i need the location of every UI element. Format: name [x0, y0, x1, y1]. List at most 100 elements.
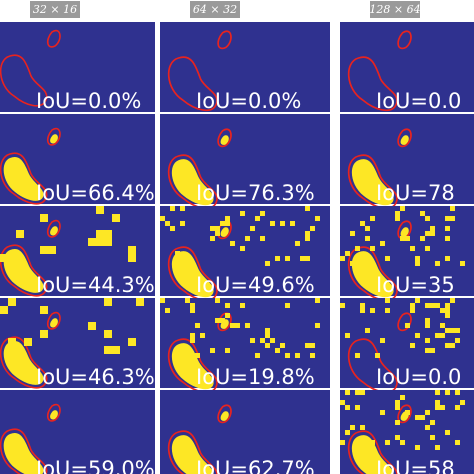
- noise-pixel: [420, 236, 425, 241]
- noise-pixel: [290, 221, 295, 226]
- column-header: 64 × 32: [193, 3, 237, 16]
- cell-background: [160, 22, 330, 112]
- noise-pixel: [360, 425, 365, 430]
- noise-pixel: [285, 353, 290, 358]
- noise-pixel: [425, 348, 430, 353]
- noise-pixel: [365, 236, 370, 241]
- cell: IoU=19.8%: [160, 298, 330, 394]
- cell-content: [0, 127, 61, 205]
- noise-pixel: [175, 251, 180, 256]
- noise-pixel: [350, 231, 355, 236]
- noise-pixel: [40, 214, 48, 222]
- noise-pixel: [460, 261, 465, 266]
- noise-pixel: [435, 261, 440, 266]
- noise-pixel: [240, 303, 245, 308]
- cell-content: [0, 29, 61, 107]
- header-box: [30, 1, 80, 18]
- noise-pixel: [410, 246, 415, 251]
- noise-pixel: [445, 343, 450, 348]
- noise-pixel: [355, 405, 360, 410]
- noise-pixel: [128, 246, 136, 254]
- noise-pixel: [445, 216, 450, 221]
- cell-content: [347, 312, 412, 394]
- noise-pixel: [160, 216, 165, 221]
- noise-pixel: [430, 226, 435, 231]
- noise-pixel: [340, 303, 345, 308]
- noise-pixel: [170, 206, 175, 211]
- noise-pixel: [395, 405, 400, 410]
- noise-pixel: [395, 435, 400, 440]
- cell-content: [0, 219, 61, 297]
- iou-label: IoU=78: [376, 181, 455, 205]
- noise-pixel: [425, 246, 430, 251]
- cell: IoU=49.6%: [160, 206, 330, 302]
- cell-background: [0, 22, 155, 112]
- noise-pixel: [104, 238, 112, 246]
- noise-pixel: [460, 400, 465, 405]
- noise-pixel: [420, 415, 425, 420]
- noise-pixel: [315, 216, 320, 221]
- noise-pixel: [165, 221, 170, 226]
- iou-label: IoU=76.3%: [196, 181, 315, 205]
- cell: IoU=0.0: [340, 22, 474, 113]
- ground-truth-outline: [46, 311, 61, 330]
- noise-pixel: [435, 390, 440, 395]
- iou-label: IoU=62.7%: [196, 457, 315, 474]
- noise-pixel: [104, 298, 112, 306]
- cell-content: [167, 128, 232, 210]
- noise-pixel: [295, 241, 300, 246]
- noise-pixel: [355, 353, 360, 358]
- ground-truth-outline: [167, 56, 218, 112]
- noise-pixel: [425, 216, 430, 221]
- noise-pixel: [450, 206, 455, 211]
- noise-pixel: [400, 236, 405, 241]
- prediction-blob: [400, 135, 409, 145]
- noise-pixel: [440, 405, 445, 410]
- cell-content: [167, 30, 232, 112]
- noise-pixel: [235, 323, 240, 328]
- header-box: [370, 1, 420, 18]
- noise-pixel: [425, 410, 430, 415]
- ground-truth-outline: [46, 29, 61, 48]
- column-header: 32 × 16: [33, 3, 77, 16]
- noise-pixel: [24, 338, 32, 346]
- noise-pixel: [430, 348, 435, 353]
- noise-pixel: [415, 333, 420, 338]
- noise-pixel: [310, 343, 315, 348]
- cell: IoU=46.3%: [0, 298, 155, 389]
- noise-pixel: [455, 390, 460, 395]
- noise-pixel: [40, 246, 48, 254]
- iou-label: IoU=19.8%: [196, 365, 315, 389]
- noise-pixel: [345, 333, 350, 338]
- noise-pixel: [355, 390, 360, 395]
- noise-pixel: [270, 221, 275, 226]
- iou-label: IoU=0.0%: [36, 89, 141, 113]
- noise-pixel: [405, 323, 410, 328]
- noise-pixel: [225, 313, 230, 318]
- noise-pixel: [250, 226, 255, 231]
- noise-pixel: [415, 445, 420, 450]
- header-box: [190, 1, 240, 18]
- cell: IoU=58: [340, 390, 474, 474]
- noise-pixel: [8, 338, 16, 346]
- cell: IoU=44.3%: [0, 206, 155, 297]
- noise-pixel: [315, 323, 320, 328]
- cell: IoU=35: [340, 206, 474, 302]
- ground-truth-outline: [46, 127, 61, 146]
- noise-pixel: [265, 261, 270, 266]
- noise-pixel: [215, 318, 220, 323]
- ground-truth-outline: [0, 244, 48, 297]
- noise-pixel: [215, 298, 220, 303]
- ground-truth-outline: [167, 154, 218, 210]
- noise-pixel: [370, 308, 375, 313]
- noise-pixel: [230, 323, 235, 328]
- noise-pixel: [445, 328, 450, 333]
- noise-pixel: [128, 338, 136, 346]
- ground-truth-outline: [347, 56, 398, 112]
- noise-pixel: [435, 445, 440, 450]
- noise-pixel: [310, 226, 315, 231]
- noise-pixel: [455, 338, 460, 343]
- noise-pixel: [215, 226, 220, 231]
- noise-pixel: [300, 256, 305, 261]
- noise-pixel: [210, 348, 215, 353]
